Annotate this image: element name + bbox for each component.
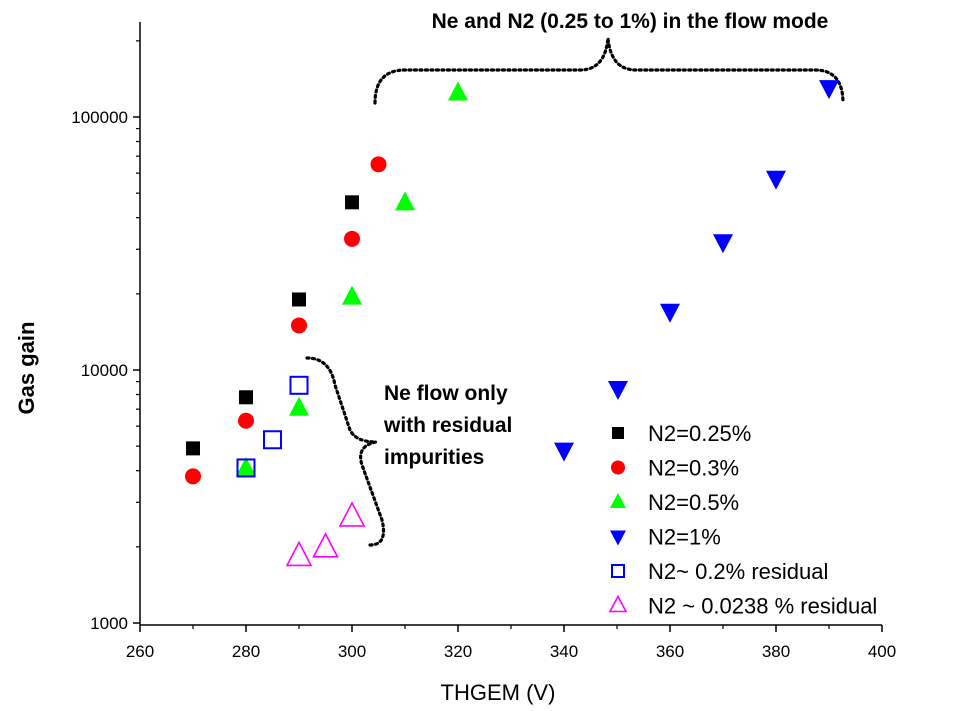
data-point — [370, 156, 387, 173]
data-point — [345, 195, 359, 210]
x-tick-label: 280 — [232, 642, 260, 661]
data-point — [312, 532, 339, 558]
x-tick-label: 400 — [868, 642, 896, 661]
data-point — [285, 540, 313, 567]
x-tick-label: 380 — [762, 642, 790, 661]
residual-annotation-line-1: Ne flow only — [384, 382, 508, 405]
series-6 — [285, 501, 366, 567]
legend-label: N2=0.3% — [648, 456, 739, 481]
legend-label: N2=1% — [648, 525, 721, 550]
flow-mode-annotation: Ne and N2 (0.25 to 1%) in the flow mode — [432, 10, 829, 33]
y-tick-label: 1000 — [90, 614, 128, 633]
residual-annotation-line-2: with residual — [383, 414, 512, 437]
x-axis-title: THGEM (V) — [441, 680, 556, 705]
legend-marker — [612, 427, 624, 439]
residual-annotation-line-3: impurities — [384, 446, 484, 469]
data-point — [186, 441, 200, 456]
data-point — [263, 430, 282, 450]
data-point — [289, 396, 309, 416]
series-1 — [186, 195, 359, 456]
legend-marker — [610, 530, 626, 546]
data-point — [395, 191, 415, 211]
series-2 — [185, 156, 387, 485]
series-5 — [236, 375, 309, 478]
legend-label: N2~ 0.2% residual — [648, 559, 828, 584]
data-point — [344, 230, 360, 247]
x-tick-label: 300 — [338, 642, 366, 661]
legend-marker — [610, 493, 626, 508]
data-point — [766, 170, 786, 190]
y-tick-label: 10000 — [81, 361, 128, 380]
legend-label: N2=0.25% — [648, 421, 751, 446]
residual-bracket — [305, 356, 386, 547]
axes — [139, 22, 882, 626]
data-point — [236, 456, 256, 476]
x-tick-label: 320 — [444, 642, 472, 661]
data-point — [448, 81, 468, 101]
data-point — [819, 80, 839, 100]
data-point — [239, 390, 253, 405]
y-axis-ticks: 1000 10000 100000 — [71, 40, 140, 633]
data-point — [185, 468, 201, 485]
y-axis-title: Gas gain — [14, 322, 39, 415]
legend: N2=0.25% N2=0.3% N2=0.5% N2=1% N2~ 0.2% resi… — [608, 381, 877, 619]
data-point — [289, 375, 309, 395]
x-axis-ticks: 260 280 300 320 340 360 380 400 — [126, 625, 896, 661]
data-point — [238, 412, 254, 429]
legend-label: N2=0.5% — [648, 490, 739, 515]
data-point — [291, 317, 307, 334]
data-point — [554, 442, 574, 462]
series-3 — [236, 81, 468, 476]
legend-extra-marker — [608, 381, 628, 400]
data-point — [236, 458, 256, 478]
x-tick-label: 340 — [550, 642, 578, 661]
data-point — [292, 292, 306, 307]
flow-mode-bracket — [373, 37, 845, 105]
y-tick-label: 100000 — [71, 108, 128, 127]
series-4 — [554, 80, 839, 462]
x-tick-label: 360 — [656, 642, 684, 661]
legend-marker — [611, 460, 625, 475]
x-tick-label: 260 — [126, 642, 154, 661]
legend-marker — [611, 564, 625, 578]
legend-marker — [608, 594, 628, 613]
data-point — [660, 303, 680, 323]
data-point — [338, 501, 366, 527]
data-point — [713, 234, 733, 254]
data-point — [342, 285, 362, 305]
data-points — [185, 80, 839, 567]
legend-label: N2 ~ 0.0238 % residual — [648, 594, 877, 619]
